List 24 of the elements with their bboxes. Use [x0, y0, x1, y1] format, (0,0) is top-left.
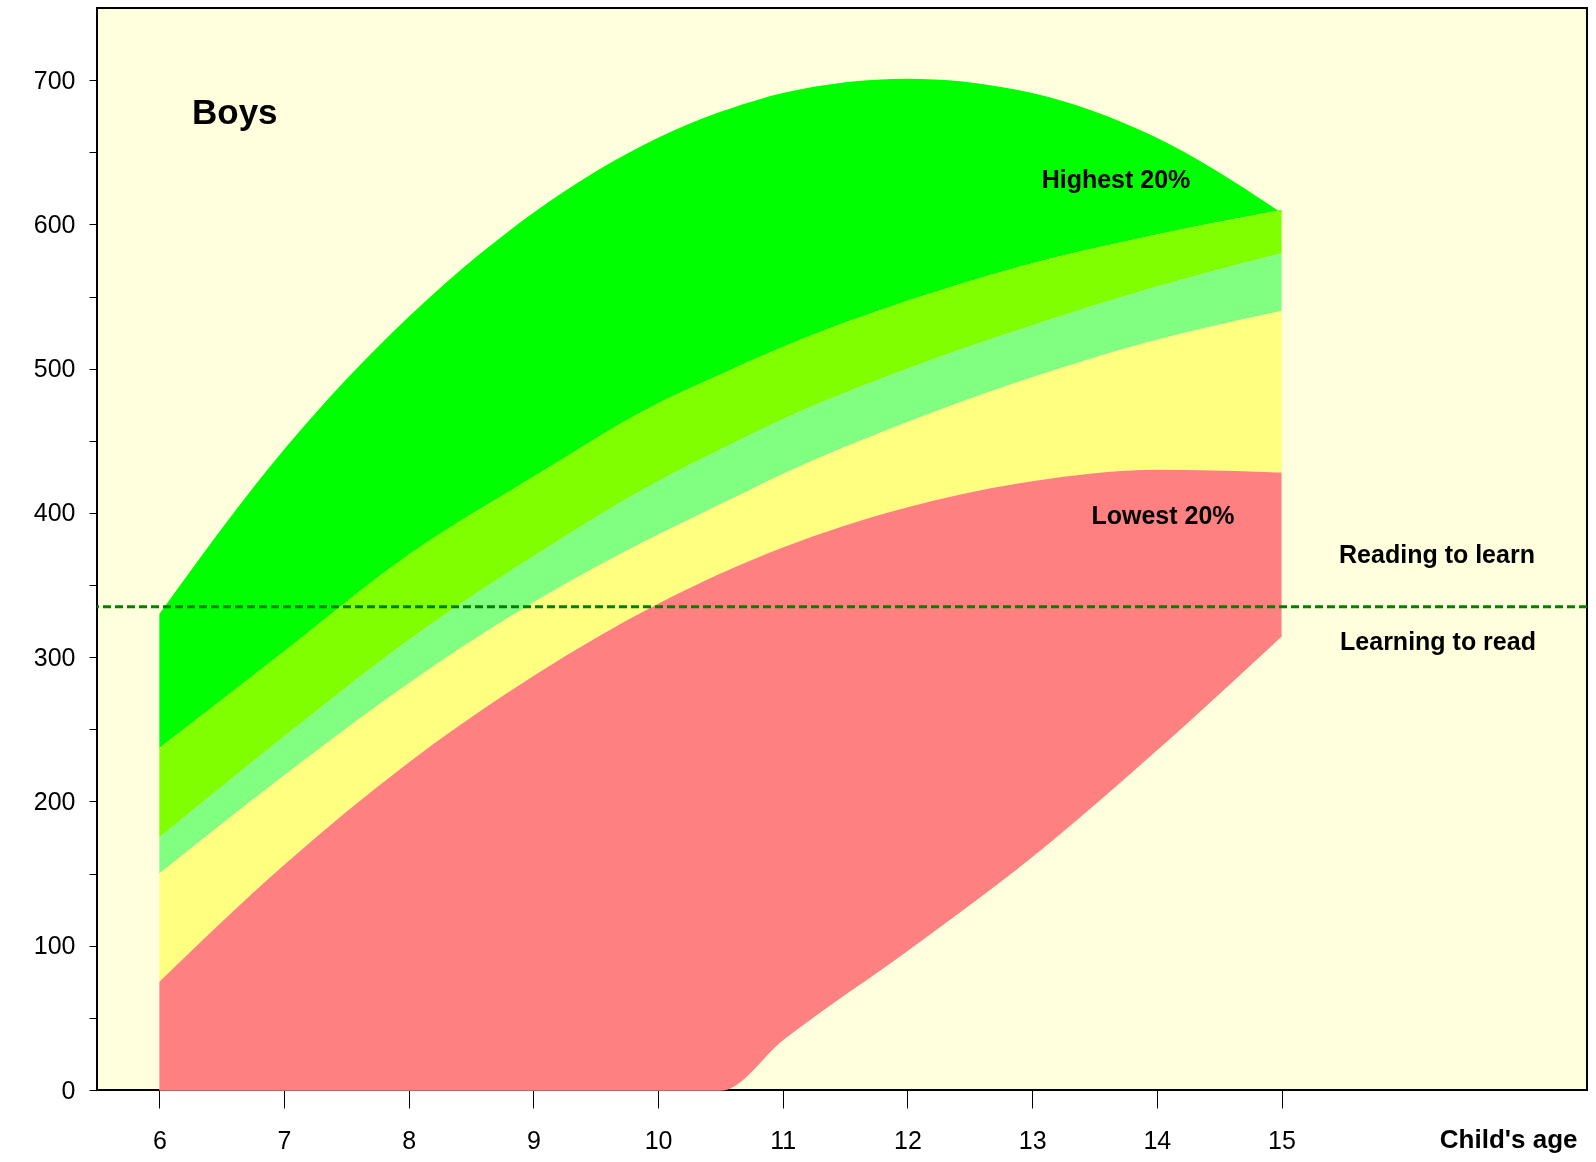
y-tick-label: 0 — [61, 1075, 76, 1104]
text: Boys — [192, 92, 278, 131]
y-tick-label: 700 — [33, 65, 76, 94]
y-tick-label: 300 — [33, 642, 76, 671]
x-tick-label: 9 — [526, 1125, 541, 1154]
x-tick-label: 10 — [644, 1125, 673, 1154]
x-tick-label: 12 — [894, 1125, 922, 1154]
y-tick-label: 500 — [33, 354, 76, 383]
y-tick-label: 200 — [33, 786, 76, 815]
x-tick-label: 13 — [1018, 1125, 1047, 1154]
x-tick-label: 7 — [277, 1125, 292, 1154]
x-tick-label: 8 — [402, 1125, 417, 1154]
y-tick-label: 100 — [33, 931, 76, 960]
x-tick-label: 11 — [770, 1125, 797, 1154]
annotation: Highest 20% — [1041, 165, 1191, 193]
x-tick-label: 6 — [152, 1125, 167, 1154]
x-tick-label: 15 — [1268, 1125, 1296, 1154]
y-tick-label: 600 — [33, 209, 76, 238]
x-tick-label: 14 — [1143, 1125, 1172, 1154]
y-tick-label: 400 — [33, 498, 76, 527]
annotation: Learning to read — [1340, 627, 1536, 655]
annotation: Lowest 20% — [1091, 501, 1235, 529]
annotation: Reading to learn — [1339, 540, 1535, 568]
x-axis-title: Child's age — [1439, 1123, 1578, 1154]
